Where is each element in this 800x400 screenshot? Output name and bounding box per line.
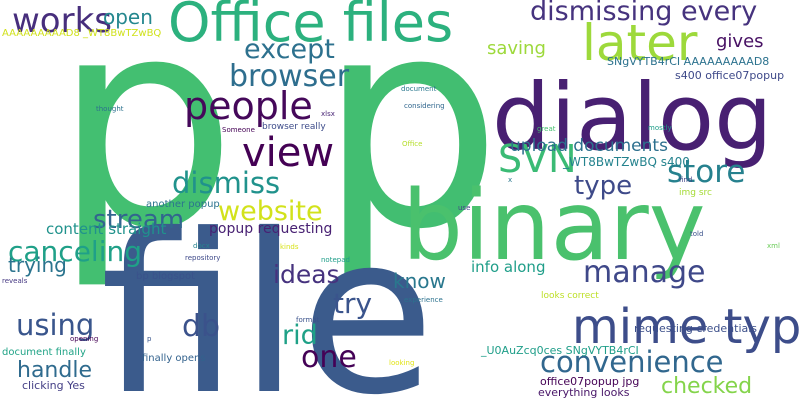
cloud-word: find: [679, 176, 693, 184]
cloud-word: docx: [193, 242, 210, 250]
cloud-word: dismissing every: [530, 0, 758, 27]
cloud-word: stream: [93, 205, 185, 235]
cloud-word: AAAAAAAAAD8 _WT8BwTZwBQ: [2, 28, 162, 39]
cloud-word: binary: [402, 170, 706, 282]
cloud-word: canceling: [8, 235, 142, 268]
cloud-word: thought: [96, 105, 124, 113]
cloud-word: reveals: [2, 277, 28, 285]
cloud-word: clicking Yes: [22, 379, 85, 392]
cloud-word: type: [574, 171, 633, 201]
cloud-word: Office: [402, 140, 423, 148]
cloud-word: looking: [389, 359, 415, 367]
cloud-word: xml: [767, 242, 780, 250]
cloud-word: mime type: [572, 299, 800, 355]
cloud-word: _U0AuZcq0ces SNgVYTB4rCI: [481, 344, 639, 357]
cloud-word: Office files: [168, 0, 454, 54]
cloud-word: info along: [471, 258, 546, 276]
cloud-word: use: [458, 204, 471, 212]
cloud-word: website: [218, 196, 323, 227]
cloud-word: try: [333, 287, 373, 320]
cloud-word: xlsx: [321, 110, 335, 118]
cloud-word: document: [401, 85, 437, 93]
cloud-word: great: [537, 125, 556, 133]
cloud-word: p: [53, 0, 238, 293]
cloud-word: finally opens: [142, 353, 206, 364]
cloud-word: opening: [70, 335, 99, 343]
cloud-word: works: [12, 1, 112, 41]
cloud-word: everything looks: [538, 386, 630, 399]
cloud-word: notepad: [321, 256, 350, 264]
cloud-word: db: [182, 309, 221, 344]
cloud-word: dismiss: [172, 166, 281, 200]
cloud-word: open: [103, 5, 153, 29]
cloud-word: office07popup jpg: [540, 375, 640, 388]
cloud-word: trying: [8, 253, 67, 277]
cloud-word: format: [296, 316, 320, 324]
cloud-word: content straight: [46, 220, 167, 238]
cloud-word: document finally: [2, 347, 86, 358]
cloud-word: convenience: [540, 345, 724, 379]
cloud-word: one: [301, 340, 357, 375]
cloud-word: browser really: [262, 122, 326, 132]
cloud-word: bp blogspot: [136, 271, 196, 282]
cloud-word: know: [393, 269, 446, 293]
cloud-word: x: [508, 176, 513, 184]
cloud-word: browser: [229, 59, 350, 94]
cloud-word: looks correct: [541, 291, 599, 301]
cloud-word: handle: [17, 358, 92, 383]
cloud-word: upload documents: [510, 136, 668, 156]
cloud-word: mostly: [648, 124, 672, 132]
cloud-word: another popup: [146, 199, 220, 210]
cloud-word: manage: [583, 255, 706, 290]
cloud-word: repository: [185, 254, 221, 262]
cloud-word: except: [244, 34, 335, 65]
cloud-word: img src: [679, 188, 712, 198]
cloud-word: later: [582, 14, 698, 72]
cloud-word: using: [16, 308, 95, 342]
cloud-word: experience: [404, 296, 443, 304]
cloud-word: Someone: [222, 126, 255, 134]
cloud-word: rid: [282, 320, 318, 351]
cloud-word: popup requesting: [209, 221, 333, 237]
cloud-word: checked: [661, 374, 753, 399]
cloud-word: p: [147, 335, 152, 343]
cloud-word: saving: [487, 38, 546, 59]
cloud-word: _WT8BwTZwBQ s400: [563, 155, 690, 169]
cloud-word: requesting credentials: [634, 322, 758, 335]
cloud-word: file: [100, 187, 436, 400]
cloud-word: SVN: [498, 137, 577, 181]
cloud-word: considering: [404, 102, 445, 110]
cloud-word: told: [690, 230, 704, 238]
cloud-word: people: [184, 84, 313, 128]
cloud-word: kinds: [280, 243, 299, 251]
cloud-word: dialog: [492, 64, 773, 171]
cloud-word: s400 office07popup: [675, 69, 785, 82]
cloud-word: view: [242, 130, 335, 176]
cloud-word: store: [667, 154, 746, 190]
cloud-word: ideas: [273, 260, 340, 289]
cloud-word: SNgVYTB4rCI AAAAAAAAAD8: [607, 55, 770, 68]
cloud-word: p: [318, 0, 503, 293]
cloud-word: gives: [716, 31, 764, 52]
